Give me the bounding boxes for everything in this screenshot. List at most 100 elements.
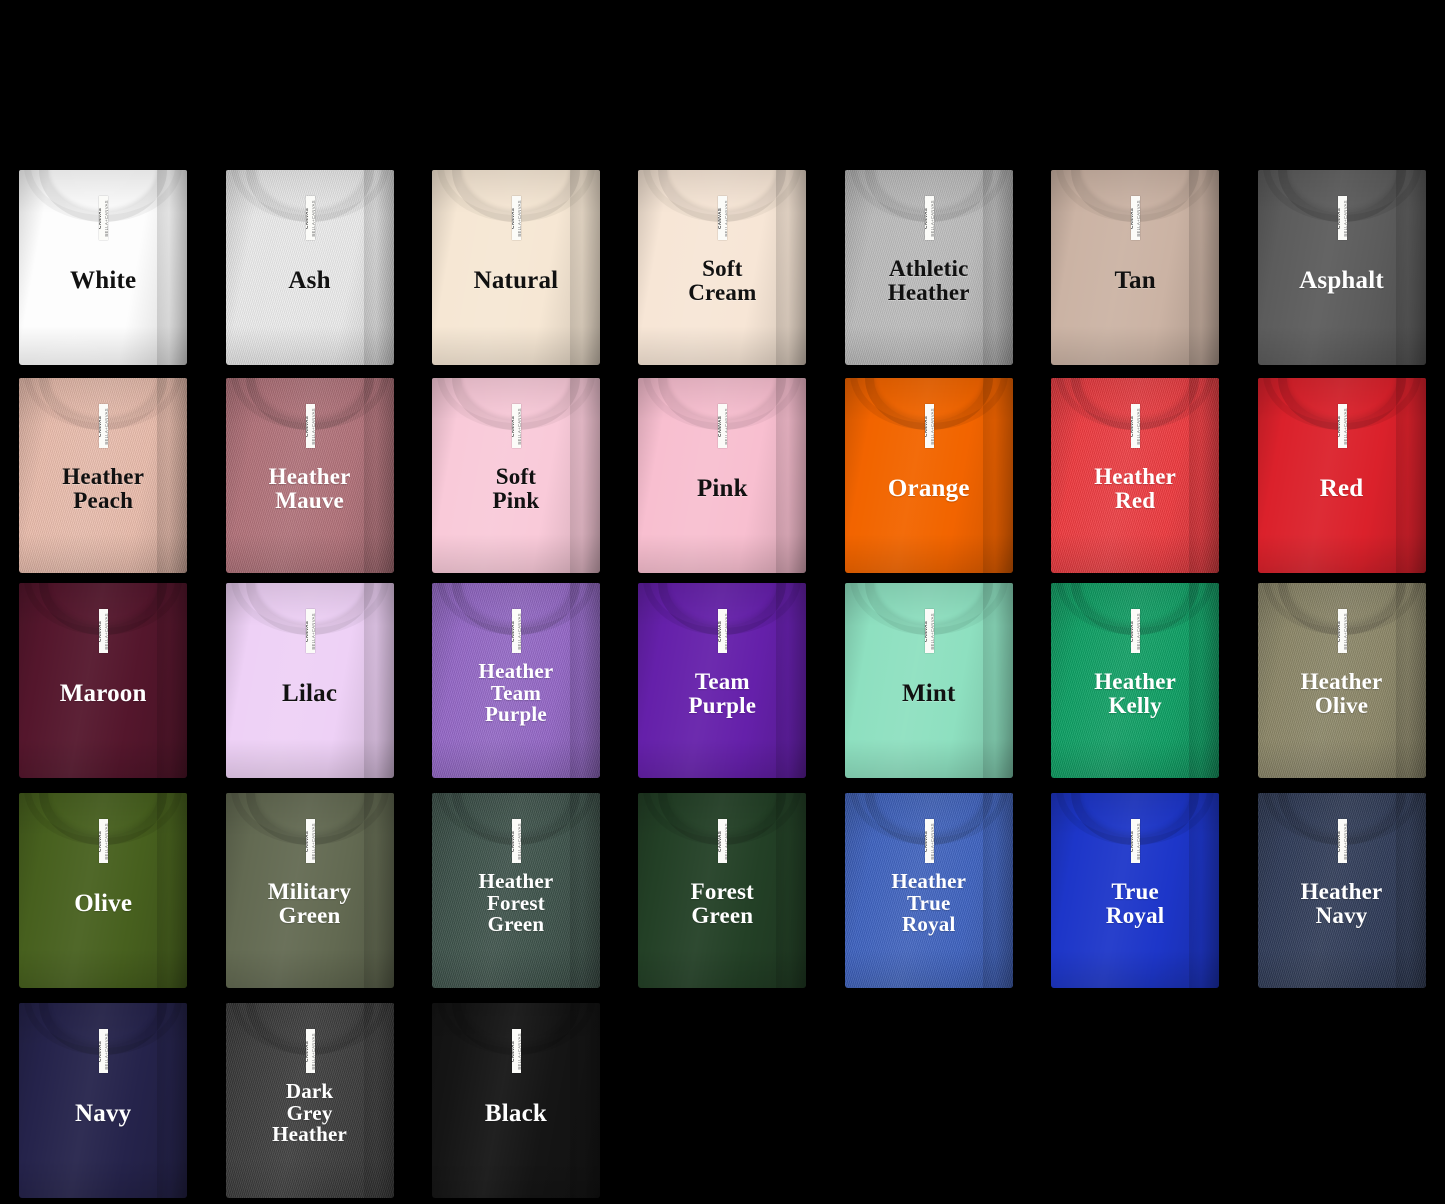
tshirt-swatch[interactable]: CANVAS BELLA+CANVAS Orange xyxy=(844,378,1013,573)
tshirt-swatch[interactable]: CANVAS BELLA+CANVAS Red xyxy=(1257,378,1426,573)
swatch-cell[interactable]: CANVAS BELLA+CANVAS White xyxy=(0,170,206,370)
neck-label-text: CANVAS BELLA+CANVAS xyxy=(305,822,315,860)
tshirt-swatch[interactable]: CANVAS BELLA+CANVAS Navy xyxy=(19,1003,188,1198)
neck-label-text: CANVAS BELLA+CANVAS xyxy=(718,407,728,445)
swatch-cell[interactable]: CANVAS BELLA+CANVAS Asphalt xyxy=(1238,170,1444,370)
tshirt-swatch[interactable]: CANVAS BELLA+CANVAS Heather Peach xyxy=(19,378,188,573)
color-name-label: Soft Cream xyxy=(688,256,757,305)
tshirt-swatch[interactable]: CANVAS BELLA+CANVAS Heather Olive xyxy=(1257,583,1426,778)
tshirt-swatch[interactable]: CANVAS BELLA+CANVAS Heather Mauve xyxy=(225,378,394,573)
swatch-cell[interactable]: CANVAS BELLA+CANVAS Athletic Heather xyxy=(826,170,1032,370)
neck-label: CANVAS BELLA+CANVAS xyxy=(99,196,109,240)
tshirt-swatch[interactable]: CANVAS BELLA+CANVAS Natural xyxy=(431,170,600,365)
tshirt-swatch[interactable]: CANVAS BELLA+CANVAS Heather True Royal xyxy=(844,793,1013,988)
neck-label: CANVAS BELLA+CANVAS xyxy=(305,196,315,240)
swatch-cell[interactable]: CANVAS BELLA+CANVAS Black xyxy=(413,1003,619,1203)
folded-sleeve xyxy=(363,793,394,988)
tshirt-swatch[interactable]: CANVAS BELLA+CANVAS True Royal xyxy=(1051,793,1220,988)
neck-label: CANVAS BELLA+CANVAS xyxy=(511,404,521,448)
swatch-cell[interactable]: CANVAS BELLA+CANVAS Heather Forest Green xyxy=(413,793,619,993)
tshirt-swatch[interactable]: CANVAS BELLA+CANVAS Dark Grey Heather xyxy=(225,1003,394,1198)
neck-label-text: CANVAS BELLA+CANVAS xyxy=(924,199,934,237)
folded-sleeve xyxy=(1189,378,1220,573)
swatch-cell[interactable]: CANVAS BELLA+CANVAS Forest Green xyxy=(619,793,825,993)
swatch-cell[interactable]: CANVAS BELLA+CANVAS Lilac xyxy=(206,583,412,783)
tshirt-swatch[interactable]: CANVAS BELLA+CANVAS Soft Pink xyxy=(431,378,600,573)
tshirt-swatch[interactable]: CANVAS BELLA+CANVAS White xyxy=(19,170,188,365)
tshirt-swatch[interactable]: CANVAS BELLA+CANVAS Olive xyxy=(19,793,188,988)
neck-label-text: CANVAS BELLA+CANVAS xyxy=(511,199,521,237)
tshirt-swatch[interactable]: CANVAS BELLA+CANVAS Heather Navy xyxy=(1257,793,1426,988)
neck-label: CANVAS BELLA+CANVAS xyxy=(718,819,728,863)
neck-label: CANVAS BELLA+CANVAS xyxy=(511,609,521,653)
swatch-row: CANVAS BELLA+CANVAS Heather Peach CANVAS BEL… xyxy=(0,378,1445,578)
folded-sleeve xyxy=(982,170,1013,365)
tshirt-swatch[interactable]: CANVAS BELLA+CANVAS Mint xyxy=(844,583,1013,778)
swatch-row: CANVAS BELLA+CANVAS Navy CANVAS BELLA+CANVAS… xyxy=(0,1003,1445,1203)
swatch-cell[interactable]: CANVAS BELLA+CANVAS Natural xyxy=(413,170,619,370)
neck-label-text: CANVAS BELLA+CANVAS xyxy=(924,407,934,445)
tshirt-swatch[interactable]: CANVAS BELLA+CANVAS Ash xyxy=(225,170,394,365)
swatch-cell[interactable]: CANVAS BELLA+CANVAS Mint xyxy=(826,583,1032,783)
tshirt-swatch[interactable]: CANVAS BELLA+CANVAS Asphalt xyxy=(1257,170,1426,365)
swatch-cell[interactable]: CANVAS BELLA+CANVAS Tan xyxy=(1032,170,1238,370)
color-name-label: White xyxy=(70,266,137,294)
tshirt-swatch[interactable]: CANVAS BELLA+CANVAS Heather Team Purple xyxy=(431,583,600,778)
swatch-cell[interactable]: CANVAS BELLA+CANVAS Maroon xyxy=(0,583,206,783)
neck-label-text: CANVAS BELLA+CANVAS xyxy=(305,612,315,650)
folded-sleeve xyxy=(363,170,394,365)
swatch-cell[interactable]: CANVAS BELLA+CANVAS Heather True Royal xyxy=(826,793,1032,993)
folded-sleeve xyxy=(982,583,1013,778)
color-name-label: Heather Forest Green xyxy=(478,869,554,937)
tshirt-swatch[interactable]: CANVAS BELLA+CANVAS Pink xyxy=(638,378,807,573)
tshirt-swatch[interactable]: CANVAS BELLA+CANVAS Athletic Heather xyxy=(844,170,1013,365)
tshirt-swatch[interactable]: CANVAS BELLA+CANVAS Military Green xyxy=(225,793,394,988)
swatch-cell[interactable]: CANVAS BELLA+CANVAS Team Purple xyxy=(619,583,825,783)
swatch-cell[interactable]: CANVAS BELLA+CANVAS Orange xyxy=(826,378,1032,578)
neck-label: CANVAS BELLA+CANVAS xyxy=(1131,196,1141,240)
swatch-cell[interactable]: CANVAS BELLA+CANVAS Pink xyxy=(619,378,825,578)
swatch-cell[interactable]: CANVAS BELLA+CANVAS Heather Team Purple xyxy=(413,583,619,783)
tshirt-swatch[interactable]: CANVAS BELLA+CANVAS Tan xyxy=(1051,170,1220,365)
swatch-cell[interactable]: CANVAS BELLA+CANVAS True Royal xyxy=(1032,793,1238,993)
neck-label-text: CANVAS BELLA+CANVAS xyxy=(305,407,315,445)
color-name-label: Heather Red xyxy=(1094,464,1177,513)
neck-label: CANVAS BELLA+CANVAS xyxy=(1337,819,1347,863)
neck-label: CANVAS BELLA+CANVAS xyxy=(511,196,521,240)
tshirt-swatch[interactable]: CANVAS BELLA+CANVAS Soft Cream xyxy=(638,170,807,365)
swatch-cell[interactable]: CANVAS BELLA+CANVAS Military Green xyxy=(206,793,412,993)
swatch-cell[interactable]: CANVAS BELLA+CANVAS Soft Pink xyxy=(413,378,619,578)
tshirt-swatch[interactable]: CANVAS BELLA+CANVAS Forest Green xyxy=(638,793,807,988)
color-name-label: Navy xyxy=(75,1099,132,1127)
tshirt-swatch[interactable]: CANVAS BELLA+CANVAS Black xyxy=(431,1003,600,1198)
neck-label: CANVAS BELLA+CANVAS xyxy=(924,819,934,863)
color-name-label: Mint xyxy=(901,679,956,707)
folded-sleeve xyxy=(157,170,188,365)
neck-label-text: CANVAS BELLA+CANVAS xyxy=(718,822,728,860)
swatch-cell[interactable]: CANVAS BELLA+CANVAS Heather Olive xyxy=(1238,583,1444,783)
tshirt-swatch[interactable]: CANVAS BELLA+CANVAS Heather Red xyxy=(1051,378,1220,573)
swatch-cell[interactable]: CANVAS BELLA+CANVAS Dark Grey Heather xyxy=(206,1003,412,1203)
swatch-cell[interactable]: CANVAS BELLA+CANVAS Heather Peach xyxy=(0,378,206,578)
swatch-cell[interactable]: CANVAS BELLA+CANVAS Red xyxy=(1238,378,1444,578)
folded-sleeve xyxy=(1189,170,1220,365)
tshirt-swatch[interactable]: CANVAS BELLA+CANVAS Lilac xyxy=(225,583,394,778)
folded-sleeve xyxy=(776,378,807,573)
swatch-cell[interactable]: CANVAS BELLA+CANVAS Navy xyxy=(0,1003,206,1203)
swatch-cell[interactable]: CANVAS BELLA+CANVAS Heather Navy xyxy=(1238,793,1444,993)
swatch-cell[interactable]: CANVAS BELLA+CANVAS Olive xyxy=(0,793,206,993)
swatch-cell[interactable]: CANVAS BELLA+CANVAS Soft Cream xyxy=(619,170,825,370)
tshirt-swatch[interactable]: CANVAS BELLA+CANVAS Team Purple xyxy=(638,583,807,778)
folded-sleeve xyxy=(157,378,188,573)
tshirt-swatch[interactable]: CANVAS BELLA+CANVAS Heather Forest Green xyxy=(431,793,600,988)
tshirt-swatch[interactable]: CANVAS BELLA+CANVAS Heather Kelly xyxy=(1051,583,1220,778)
swatch-cell[interactable]: CANVAS BELLA+CANVAS Heather Kelly xyxy=(1032,583,1238,783)
neck-label: CANVAS BELLA+CANVAS xyxy=(99,609,109,653)
folded-sleeve xyxy=(363,1003,394,1198)
tshirt-swatch[interactable]: CANVAS BELLA+CANVAS Maroon xyxy=(19,583,188,778)
neck-label: CANVAS BELLA+CANVAS xyxy=(1337,609,1347,653)
swatch-cell[interactable]: CANVAS BELLA+CANVAS Heather Red xyxy=(1032,378,1238,578)
swatch-cell[interactable]: CANVAS BELLA+CANVAS Ash xyxy=(206,170,412,370)
swatch-cell[interactable]: CANVAS BELLA+CANVAS Heather Mauve xyxy=(206,378,412,578)
